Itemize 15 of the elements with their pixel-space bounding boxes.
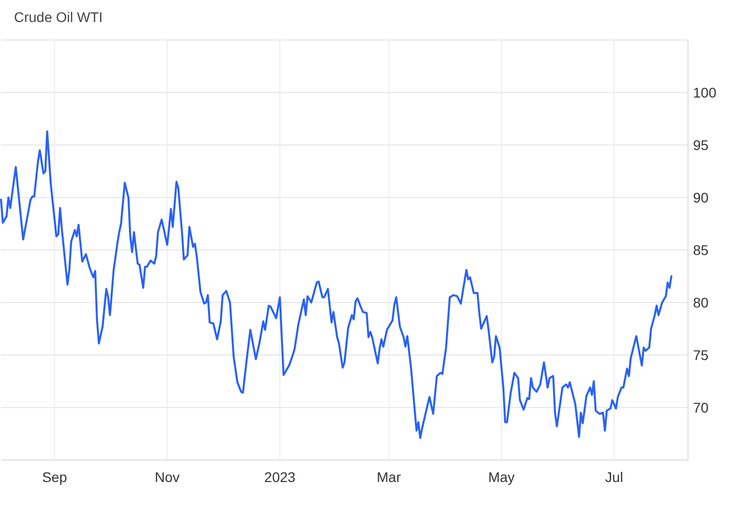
x-tick-label: 2023 [264,469,296,485]
chart-title: Crude Oil WTI [14,9,103,25]
x-tick-label: Jul [605,469,624,485]
y-tick-label: 75 [693,346,709,363]
y-tick-label: 100 [693,84,717,100]
y-tick-label: 80 [693,294,709,310]
y-tick-label: 85 [693,242,709,258]
y-tick-label: 95 [693,136,709,153]
x-tick-label: Sep [42,469,68,485]
x-tick-label: Nov [154,469,180,485]
x-tick-label: Mar [376,469,402,485]
x-tick-label: May [488,469,515,485]
line-series [0,130,672,439]
y-tick-label: 90 [693,189,709,206]
y-tick-label: 70 [693,399,709,416]
